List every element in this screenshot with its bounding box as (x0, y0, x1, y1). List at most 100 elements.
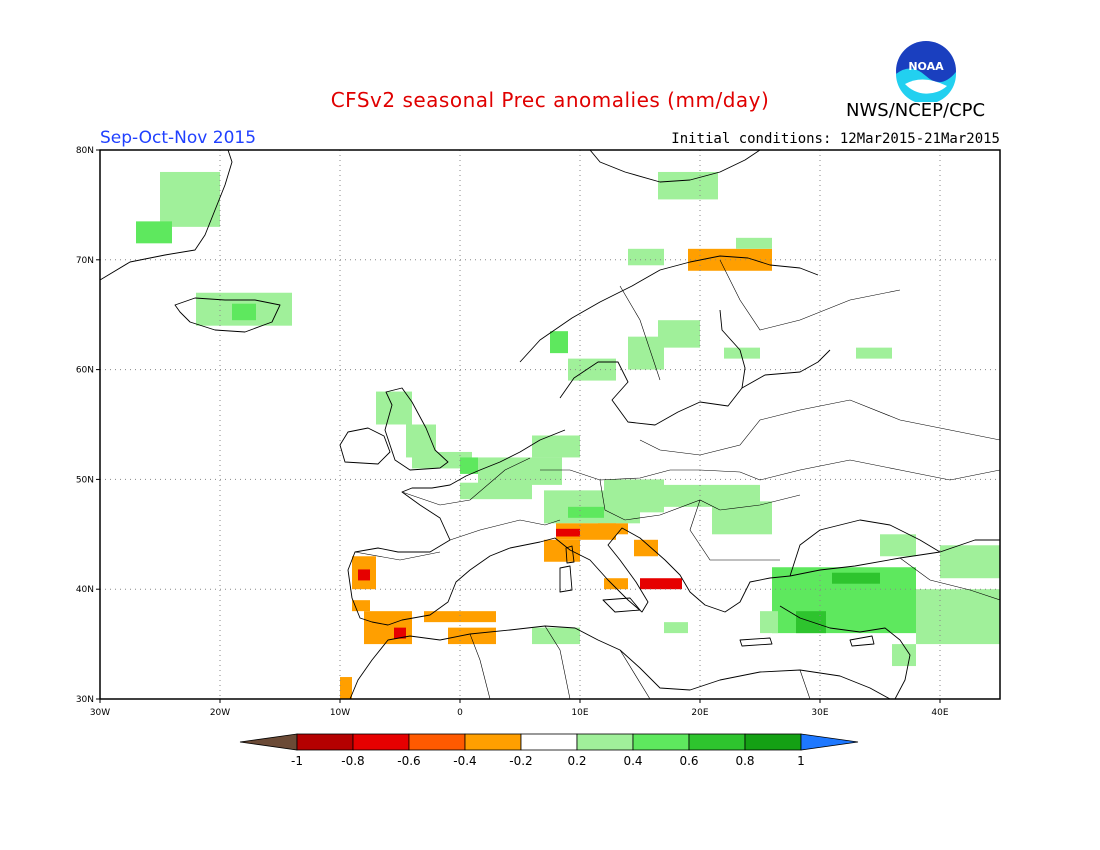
lat-tick-label: 80N (76, 146, 94, 156)
colorbar-label: 0.6 (679, 754, 698, 768)
anomaly-cell (724, 347, 760, 359)
colorbar-swatch (576, 733, 634, 751)
chart-title: CFSv2 seasonal Prec anomalies (mm/day) (330, 88, 770, 112)
anomaly-cell (604, 578, 628, 590)
ireland-coast (339, 427, 391, 465)
colorbar-swatch (520, 733, 578, 751)
lat-tick-label: 50N (76, 475, 94, 485)
colorbar-swatch (408, 733, 466, 751)
anomaly-cell (478, 457, 562, 485)
anomaly-cell (634, 539, 658, 557)
anomaly-cell (532, 435, 580, 458)
anomaly-cell (916, 589, 1000, 645)
colorbar-swatch (744, 733, 802, 751)
coastlines (100, 150, 1000, 699)
iceland-coast (174, 297, 281, 333)
lat-tick-label: 30N (76, 695, 94, 705)
africa-coast (349, 625, 891, 699)
colorbar-swatch (296, 733, 354, 751)
season-label: Sep-Oct-Nov 2015 (100, 128, 257, 148)
lon-tick-label: 30E (811, 708, 828, 718)
anomaly-cell (658, 171, 718, 200)
anomaly-cell (604, 479, 664, 513)
colorbar-swatch (688, 733, 746, 751)
colorbar: -1 -0.8 -0.6 -0.4 -0.2 0.2 0.4 0.6 0.8 1 (239, 733, 859, 768)
anomaly-layer (136, 171, 1000, 699)
anomaly-cell (712, 501, 772, 535)
anomaly-cell (640, 578, 682, 590)
colorbar-label: -1 (291, 754, 303, 768)
continent-coast (347, 429, 1000, 626)
agency-label: NWS/NCEP/CPC (846, 100, 986, 121)
anomaly-cell (892, 644, 916, 667)
lon-tick-label: 10E (571, 708, 588, 718)
colorbar-min-arrow (239, 733, 298, 751)
lon-tick-label: 20E (691, 708, 708, 718)
anomaly-cell (736, 237, 772, 249)
colorbar-max-arrow (800, 733, 859, 751)
svalbard-coast (589, 150, 761, 183)
greenland-coast (100, 150, 233, 281)
anomaly-cell (136, 221, 172, 244)
colorbar-label: -0.6 (397, 754, 420, 768)
anomaly-cell (394, 627, 406, 639)
colorbar-swatch (352, 733, 410, 751)
map-frame (99, 149, 1001, 700)
lat-tick-label: 70N (76, 256, 94, 266)
anomaly-cell (340, 677, 352, 699)
anomaly-cell (556, 528, 580, 537)
anomaly-cell (460, 482, 532, 500)
lon-tick-label: 30W (90, 708, 110, 718)
cyprus-coast (849, 635, 875, 647)
lon-tick-label: 20W (210, 708, 230, 718)
anomaly-cell (550, 331, 568, 354)
borders (354, 259, 1000, 699)
initial-conditions-label: Initial conditions: 12Mar2015-21Mar2015 (671, 131, 1000, 147)
anomaly-cell (412, 451, 472, 469)
anomaly-cell (160, 171, 220, 227)
colorbar-label: 1 (797, 754, 805, 768)
sicily-coast (602, 597, 641, 613)
colorbar-swatch (632, 733, 690, 751)
colorbar-label: 0.2 (567, 754, 586, 768)
anomaly-cell (658, 320, 700, 348)
finland-coast (741, 349, 831, 389)
anomaly-cell (832, 572, 880, 584)
anomaly-cell (460, 457, 478, 474)
norway-coast (519, 255, 819, 363)
colorbar-label: 0.4 (623, 754, 642, 768)
noaa-logo-icon: NOAA (896, 41, 956, 102)
anatolia-south-coast (779, 605, 911, 699)
crete-coast (739, 637, 773, 647)
anomaly-cell (232, 303, 256, 321)
sardinia-coast (559, 565, 573, 593)
logo-text: NOAA (908, 60, 944, 73)
colorbar-label: -0.2 (509, 754, 532, 768)
anomaly-cell (376, 391, 412, 425)
anomaly-cell (448, 627, 496, 645)
anomaly-cell (358, 569, 370, 581)
black-sea-coast (789, 519, 941, 577)
baltic-coast (559, 309, 746, 426)
anomaly-cell (760, 611, 778, 634)
anomaly-cell (856, 347, 892, 359)
anomaly-cell (598, 523, 628, 535)
anomaly-cell (424, 611, 496, 623)
britain-coast (384, 387, 449, 471)
lon-tick-label: 10W (330, 708, 350, 718)
lon-tick-label: 0 (457, 708, 463, 718)
anomaly-cell (352, 600, 370, 612)
colorbar-label: -0.4 (453, 754, 476, 768)
anomaly-cell (544, 539, 580, 562)
colorbar-label: -0.8 (341, 754, 364, 768)
lat-tick-label: 40N (76, 585, 94, 595)
lat-tick-label: 60N (76, 366, 94, 376)
anomaly-cell (532, 627, 580, 645)
anomaly-cell (664, 622, 688, 634)
graticule (100, 150, 1000, 699)
colorbar-swatch (464, 733, 522, 751)
anomaly-cell (628, 248, 664, 266)
corsica-coast (565, 545, 575, 564)
anomaly-cell (568, 506, 604, 518)
